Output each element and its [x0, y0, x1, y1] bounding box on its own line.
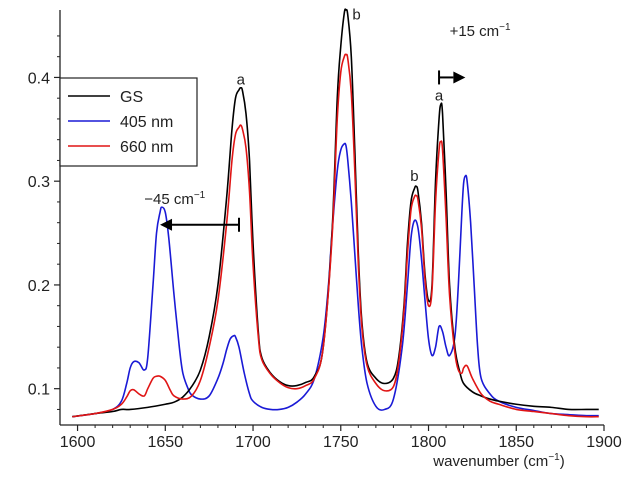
- series-line-660-nm: [72, 53, 599, 418]
- y-tick-label: 0.1: [28, 382, 50, 399]
- y-tick-label: 0.3: [28, 174, 50, 191]
- arrow-head: [160, 218, 173, 231]
- shift-arrow-minus45: [160, 217, 240, 232]
- x-tick-label: 1650: [147, 434, 183, 451]
- legend-label: GS: [120, 89, 143, 106]
- legend-box: [59, 77, 198, 167]
- peak-annotation: −45 cm−1: [144, 190, 205, 208]
- x-tick-label: 1800: [411, 434, 447, 451]
- peak-annotation: a: [237, 72, 246, 89]
- y-tick-label: 0.2: [28, 278, 50, 295]
- x-tick-label: 1700: [235, 434, 271, 451]
- peak-annotation: +15 cm−1: [450, 22, 511, 40]
- arrow-head: [453, 71, 466, 84]
- x-tick-label: 1850: [498, 434, 534, 451]
- peak-annotation: b: [352, 6, 360, 23]
- series-line-405-nm: [72, 142, 599, 418]
- x-tick-label: 1750: [323, 434, 359, 451]
- x-axis-title: wavenumber (cm−1): [432, 452, 564, 470]
- peak-annotation: a: [435, 87, 444, 104]
- peak-annotation: b: [410, 168, 418, 185]
- series-line-gs: [72, 8, 599, 418]
- x-tick-label: 1600: [60, 434, 96, 451]
- legend-label: 405 nm: [120, 114, 173, 131]
- legend-label: 660 nm: [120, 139, 173, 156]
- shift-arrow-plus15: [438, 70, 466, 85]
- x-tick-label: 1900: [586, 434, 622, 451]
- y-tick-label: 0.4: [28, 70, 50, 87]
